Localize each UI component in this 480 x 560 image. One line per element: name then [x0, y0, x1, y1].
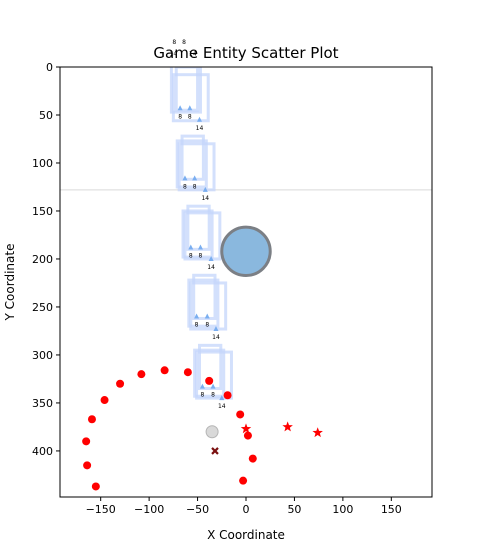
- entity-box: [175, 139, 208, 189]
- x-marker: [211, 447, 219, 455]
- triangle-marker: [204, 313, 210, 319]
- y-tick-label: 100: [32, 157, 53, 170]
- entity-box: [187, 278, 220, 328]
- triangle-marker: [194, 313, 200, 319]
- entity-box: [183, 211, 222, 261]
- triangle-label: 8: [199, 252, 203, 259]
- red-star: [312, 427, 323, 438]
- y-axis: 0 50 100 150 200 250 300 350 400: [32, 61, 60, 458]
- red-point: [82, 437, 91, 446]
- x-tick-label: −150: [86, 503, 116, 516]
- red-point: [205, 376, 214, 385]
- entity-box: [174, 67, 200, 112]
- red-point: [236, 410, 245, 419]
- triangle-label: 8: [211, 392, 215, 399]
- x-tick-label: −100: [134, 503, 164, 516]
- entity-box: [195, 350, 233, 400]
- y-axis-label: Y Coordinate: [3, 244, 17, 322]
- entity-box: [171, 73, 210, 123]
- red-point: [91, 482, 100, 491]
- y-tick-label: 200: [32, 253, 53, 266]
- red-point: [160, 366, 169, 375]
- y-tick-label: 50: [39, 109, 53, 122]
- y-tick-label: 0: [46, 61, 53, 74]
- x-tick-label: −50: [186, 503, 209, 516]
- triangle-marker: [192, 175, 198, 181]
- x-axis: −150 −100 −50 0 50 100 150: [86, 497, 402, 516]
- marker-label: 14: [170, 50, 178, 57]
- entity-box: [192, 273, 217, 320]
- triangle-label: 14: [218, 403, 226, 410]
- x-tick-label: 100: [332, 503, 353, 516]
- triangle-label: 8: [178, 113, 182, 120]
- triangle-label: 14: [212, 334, 220, 341]
- red-point: [87, 415, 96, 424]
- y-tick-label: 150: [32, 205, 53, 218]
- entity-box: [189, 281, 228, 331]
- entity-box: [169, 67, 202, 114]
- triangle-marker: [182, 175, 188, 181]
- red-point: [239, 476, 248, 485]
- triangle-label: 8: [200, 392, 204, 399]
- entity-box: [198, 343, 223, 391]
- triangle-label: 8: [189, 252, 193, 259]
- gray-circle-marker: [205, 425, 219, 439]
- y-tick-label: 250: [32, 301, 53, 314]
- triangle-label: 14: [196, 125, 204, 132]
- triangle-label: 14: [207, 264, 215, 271]
- red-star: [282, 421, 293, 432]
- large-entity-circle: [220, 225, 272, 278]
- entity-box: [177, 142, 216, 192]
- x-axis-label: X Coordinate: [207, 528, 285, 542]
- x-tick-label: 50: [287, 503, 301, 516]
- triangle-label: 8: [193, 183, 197, 190]
- triangle-marker: [177, 105, 183, 111]
- triangle-marker: [202, 186, 208, 192]
- y-tick-label: 400: [32, 445, 53, 458]
- marker-label: 14: [189, 50, 197, 57]
- red-point: [83, 461, 92, 470]
- red-point: [100, 396, 109, 405]
- triangle-label: 8: [195, 322, 199, 329]
- triangle-marker: [208, 255, 214, 261]
- red-point: [137, 370, 146, 379]
- triangle-marker: [188, 244, 194, 250]
- marker-label: 8: [182, 39, 186, 46]
- red-star: [240, 423, 252, 434]
- triangle-marker: [219, 395, 225, 401]
- triangle-marker: [210, 383, 216, 389]
- x-tick-label: 0: [243, 503, 250, 516]
- red-point: [116, 379, 125, 388]
- triangle-label: 8: [188, 113, 192, 120]
- red-point: [183, 368, 192, 377]
- y-tick-label: 300: [32, 349, 53, 362]
- triangle-label: 8: [183, 183, 187, 190]
- marker-label: 8: [172, 39, 176, 46]
- entity-box: [193, 348, 226, 398]
- triangle-marker: [197, 244, 203, 250]
- red-point: [248, 454, 257, 463]
- red-point: [243, 431, 252, 440]
- triangle-label: 8: [205, 322, 209, 329]
- x-tick-label: 150: [381, 503, 402, 516]
- triangle-marker: [213, 326, 219, 332]
- chart-title: Game Entity Scatter Plot: [153, 44, 338, 62]
- triangle-marker: [187, 105, 193, 111]
- entity-box: [181, 209, 214, 259]
- triangle-label: 14: [201, 195, 209, 202]
- y-tick-label: 350: [32, 397, 53, 410]
- red-point: [223, 391, 232, 400]
- triangle-marker: [199, 383, 205, 389]
- triangle-marker: [197, 116, 202, 122]
